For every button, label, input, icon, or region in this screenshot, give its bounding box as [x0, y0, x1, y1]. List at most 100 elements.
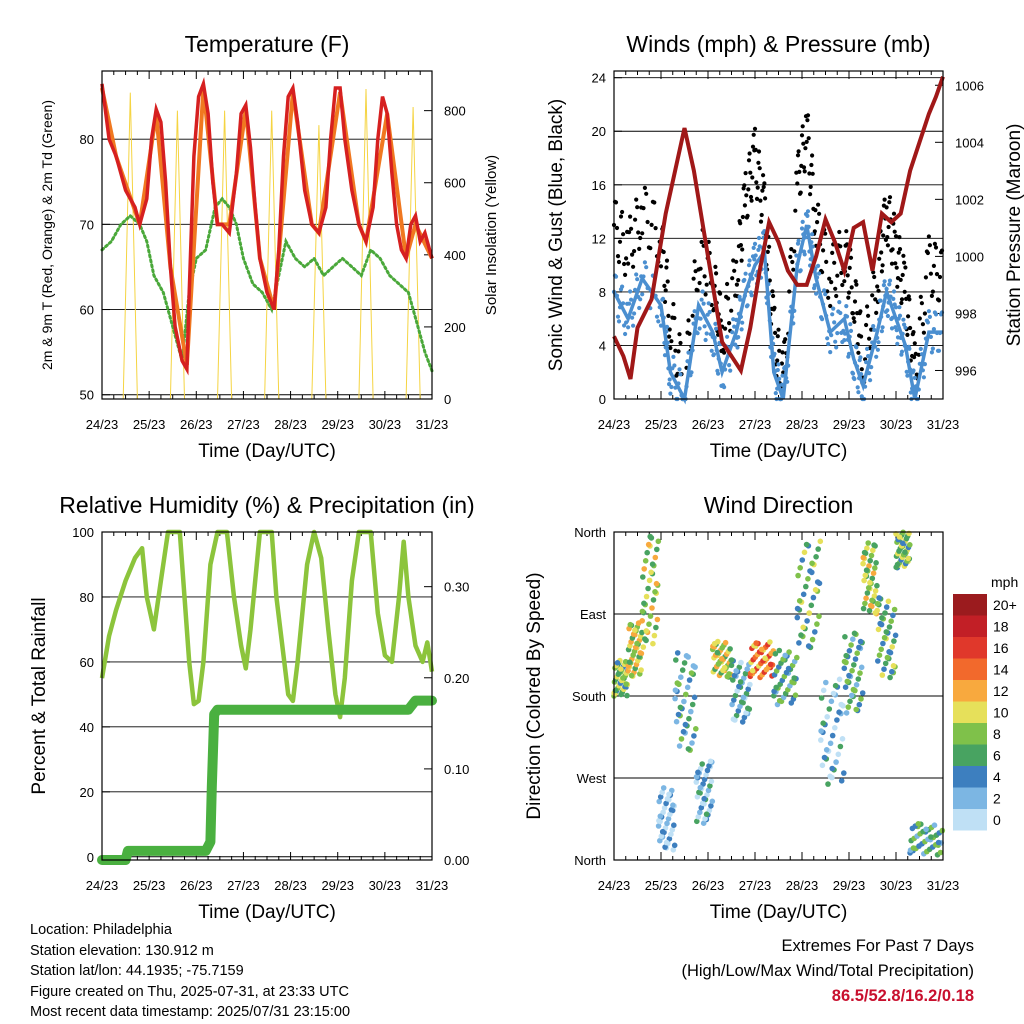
- direction-point: [799, 557, 806, 563]
- direction-point: [805, 643, 812, 649]
- gust-point: [833, 286, 838, 291]
- direction-point: [853, 682, 860, 688]
- direction-point: [647, 613, 654, 619]
- direction-point: [737, 703, 743, 710]
- x-tick-label: 24/23: [86, 878, 119, 893]
- direction-point: [698, 804, 705, 811]
- direction-point: [668, 807, 675, 813]
- wind-point: [925, 320, 931, 325]
- direction-point: [773, 684, 779, 691]
- direction-point: [744, 666, 750, 672]
- direction-point: [674, 650, 681, 656]
- wind-point: [807, 249, 812, 254]
- gust-point: [847, 265, 852, 270]
- direction-point: [742, 670, 749, 677]
- direction-point: [649, 561, 656, 567]
- direction-point: [900, 540, 906, 547]
- wind-point: [895, 341, 900, 346]
- gust-point: [900, 272, 905, 278]
- wind-point: [801, 232, 806, 237]
- wind-point: [742, 277, 747, 283]
- wind-point: [678, 372, 683, 377]
- gust-point: [846, 295, 851, 300]
- wind-point: [832, 320, 837, 325]
- gust-point: [899, 300, 904, 306]
- gust-point: [925, 250, 931, 256]
- legend-label: 18: [993, 619, 1009, 635]
- y2-tick-label: 1000: [955, 249, 984, 264]
- direction-point: [686, 715, 692, 722]
- gust-point: [738, 221, 743, 226]
- wind-point: [852, 360, 858, 365]
- y2-axis-label: Solar Insolation (Yellow): [483, 155, 500, 315]
- gust-point: [636, 230, 641, 235]
- gust-point: [765, 249, 770, 254]
- direction-point: [693, 726, 699, 732]
- y-tick-label: 60: [80, 655, 94, 670]
- direction-point: [681, 660, 688, 666]
- direction-point: [738, 659, 744, 666]
- y-tick-label: 40: [80, 720, 94, 735]
- direction-point: [643, 593, 650, 600]
- direction-point: [644, 549, 650, 556]
- wind-point: [798, 268, 803, 273]
- wind-point: [883, 293, 888, 298]
- y2-axis-label: Station Pressure (Maroon): [1004, 124, 1024, 347]
- direction-point: [860, 560, 866, 567]
- gust-point: [933, 245, 939, 250]
- plot-frame: [613, 70, 944, 400]
- wind-point: [859, 372, 864, 377]
- wind-point: [686, 350, 691, 355]
- wind-point: [897, 313, 903, 318]
- x-tick-label: 31/23: [927, 417, 960, 432]
- gust-point: [672, 315, 677, 321]
- direction-point: [889, 644, 895, 650]
- gust-point: [837, 229, 842, 235]
- wind-point: [931, 327, 937, 332]
- direction-point: [923, 826, 929, 833]
- y-axis-label: Direction (Colored By Speed): [524, 572, 545, 819]
- direction-point: [702, 815, 708, 822]
- wind-point: [776, 362, 781, 367]
- direction-point: [673, 657, 679, 663]
- gust-point: [885, 243, 891, 248]
- direction-point: [931, 822, 938, 828]
- gust-point: [749, 198, 754, 203]
- gust-point: [796, 149, 801, 154]
- wind-point: [666, 366, 671, 371]
- gust-point: [879, 250, 884, 255]
- chart-title: Temperature (F): [185, 31, 350, 57]
- gust-point: [773, 330, 778, 335]
- wind-point: [814, 291, 819, 296]
- wind-point: [886, 300, 891, 305]
- direction-point: [850, 686, 857, 693]
- gust-point: [761, 173, 766, 178]
- direction-point: [838, 778, 845, 784]
- legend-swatch: [953, 637, 987, 659]
- y2-tick-label: 1004: [955, 135, 984, 150]
- direction-point: [839, 736, 846, 742]
- wind-point: [711, 352, 717, 357]
- direction-point: [701, 795, 707, 802]
- wind-point: [847, 334, 852, 339]
- wind-point: [695, 331, 700, 336]
- direction-point: [836, 676, 843, 683]
- direction-point: [887, 674, 893, 681]
- wind-point: [866, 354, 871, 359]
- wind-point: [794, 253, 799, 258]
- gust-point: [740, 247, 745, 252]
- legend-swatch: [953, 723, 987, 745]
- gust-point: [897, 235, 902, 240]
- direction-point: [642, 636, 648, 642]
- wind-point: [922, 362, 928, 367]
- y-tick-label: 70: [80, 217, 94, 232]
- gust-point: [815, 220, 820, 225]
- gust-point: [876, 288, 881, 293]
- gust-point: [702, 274, 707, 279]
- gust-point: [859, 334, 864, 339]
- gust-point: [739, 258, 744, 263]
- x-tick-label: 30/23: [369, 878, 402, 893]
- wind-point: [856, 390, 861, 395]
- direction-point: [753, 640, 759, 646]
- direction-point: [794, 654, 800, 661]
